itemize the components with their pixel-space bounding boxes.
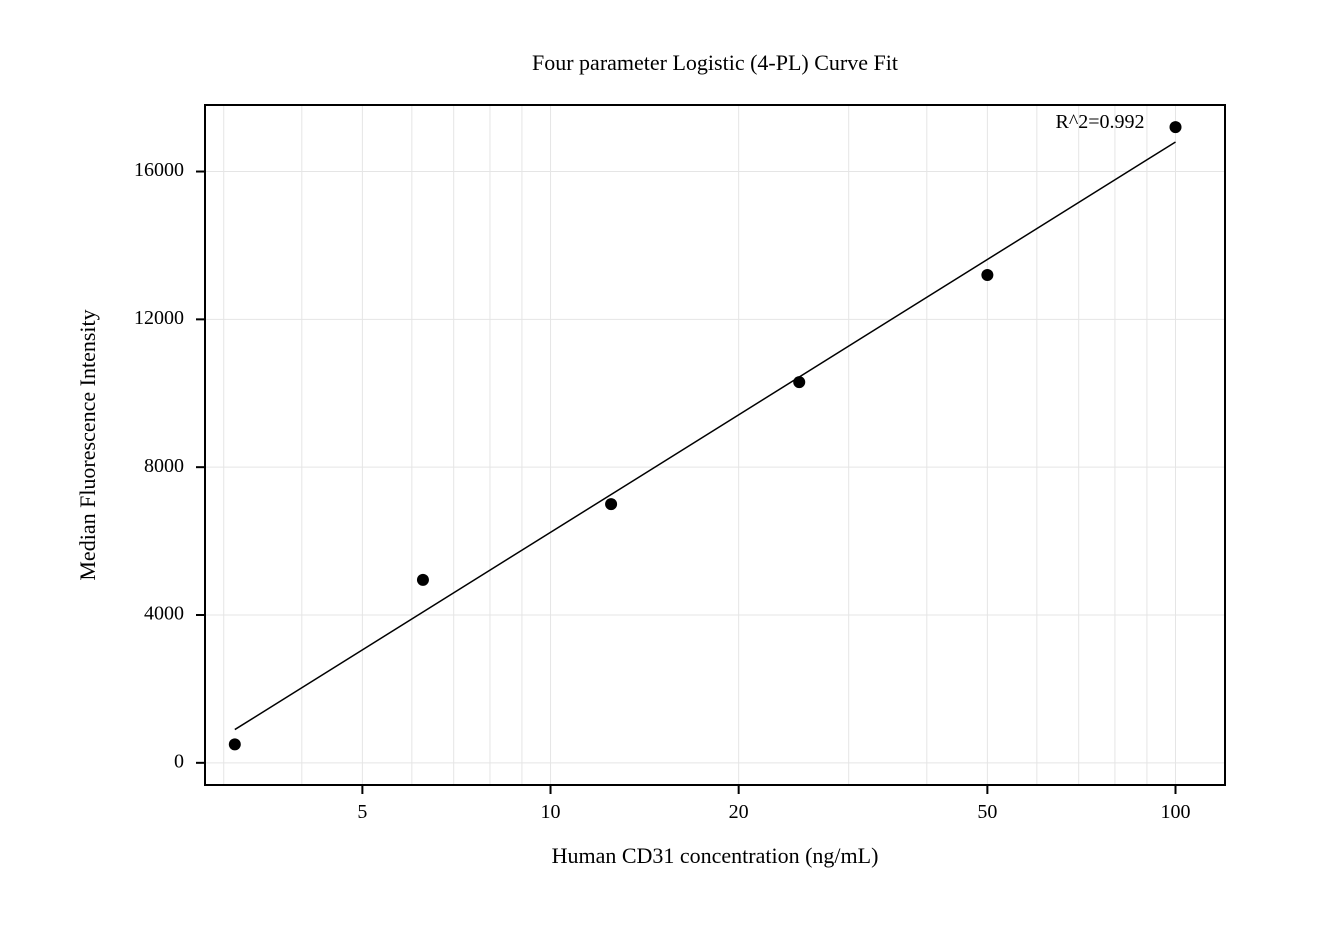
chart-title: Four parameter Logistic (4-PL) Curve Fit: [532, 50, 898, 75]
x-tick-label: 20: [729, 801, 749, 823]
y-tick-label: 4000: [144, 603, 184, 625]
data-point: [417, 574, 429, 586]
y-axis-label: Median Fluorescence Intensity: [75, 309, 100, 580]
x-tick-label: 10: [541, 801, 561, 823]
x-tick-label: 5: [357, 801, 367, 823]
chart-svg: 0 4000 8000 12000 16000 5 10 20 50 100 Four parame…: [0, 0, 1343, 935]
y-tick-label: 12000: [134, 307, 184, 329]
y-tick-label: 8000: [144, 455, 184, 477]
data-point: [605, 498, 617, 510]
chart-container: 0 4000 8000 12000 16000 5 10 20 50 100 Four parame…: [0, 0, 1343, 935]
y-tick-label: 0: [174, 750, 184, 772]
data-point: [1170, 121, 1182, 133]
data-point: [229, 738, 241, 750]
y-tick-label: 16000: [134, 159, 184, 181]
data-point: [793, 376, 805, 388]
x-axis-label: Human CD31 concentration (ng/mL): [552, 843, 879, 868]
x-tick-label: 100: [1161, 801, 1191, 823]
x-tick-label: 50: [977, 801, 997, 823]
r-squared-annotation: R^2=0.992: [1055, 111, 1144, 133]
data-point: [981, 269, 993, 281]
